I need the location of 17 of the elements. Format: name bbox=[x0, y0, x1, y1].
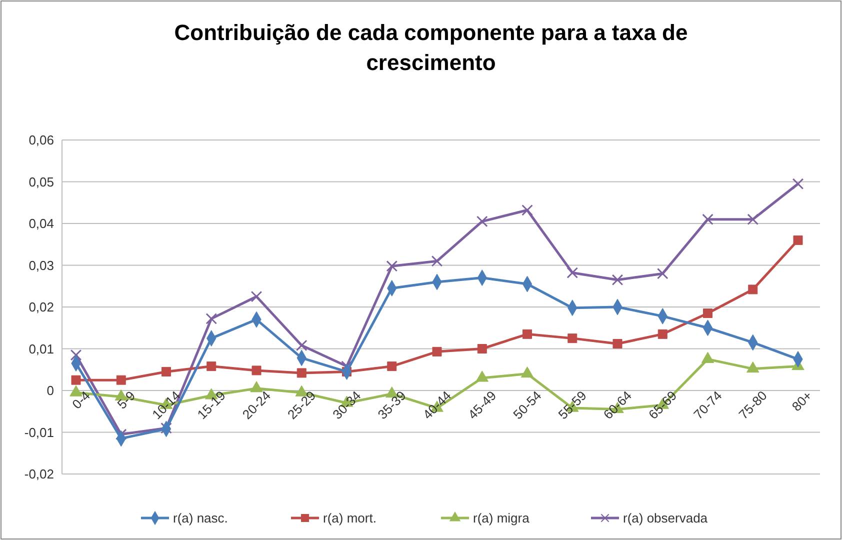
y-tick-label: 0,06 bbox=[28, 132, 54, 148]
y-tick-label: 0,03 bbox=[28, 258, 54, 273]
y-tick-label: 0 bbox=[46, 383, 54, 398]
y-tick-label: 0,05 bbox=[28, 174, 54, 190]
y-tick-label: 0,01 bbox=[28, 341, 54, 356]
x-tick-label: 5-9 bbox=[114, 388, 138, 412]
y-tick-label: -0,02 bbox=[24, 466, 54, 482]
x-tick-label: 80+ bbox=[788, 388, 816, 414]
y-tick-label: 0,02 bbox=[28, 300, 54, 315]
legend-label: r(a) mort. bbox=[323, 510, 376, 526]
chart-title: Contribuição de cada componente para a taxa de crescimento bbox=[174, 20, 688, 75]
legend-label: r(a) nasc. bbox=[173, 510, 228, 526]
x-tick-label: 0-4 bbox=[69, 388, 94, 412]
y-tick-label: -0,01 bbox=[24, 424, 54, 440]
legend-label: r(a) migra bbox=[473, 510, 530, 526]
legend-label: r(a) observada bbox=[623, 510, 708, 526]
y-tick-label: 0,04 bbox=[28, 216, 54, 232]
